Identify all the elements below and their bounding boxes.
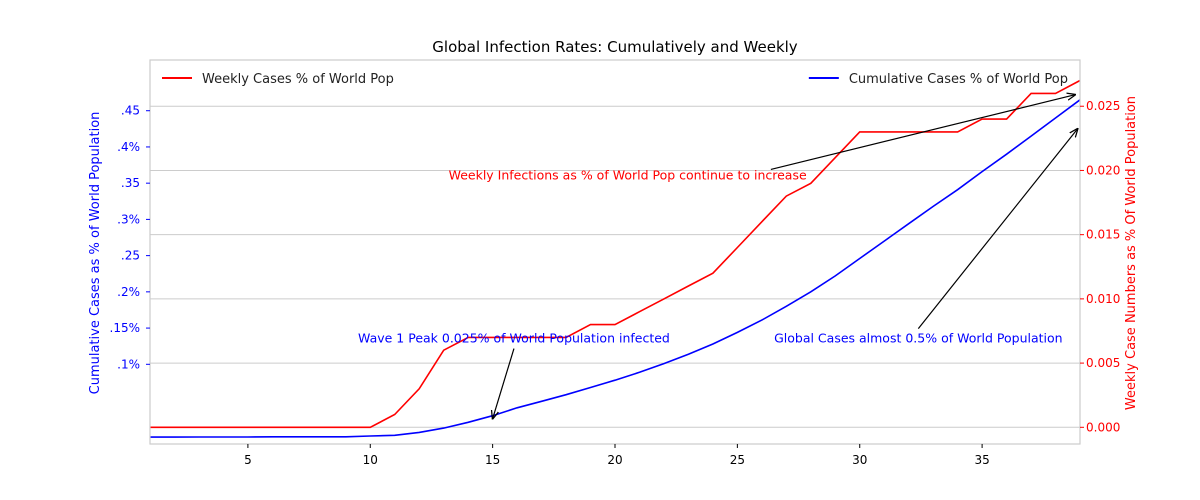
x-tick-label: 25 bbox=[730, 453, 745, 467]
right-axis-label: Weekly Case Numbers as % Of World Popula… bbox=[1124, 96, 1139, 410]
left-tick-label: .15% bbox=[110, 321, 141, 335]
x-tick-label: 35 bbox=[974, 453, 989, 467]
right-tick-label: 0.025 bbox=[1086, 99, 1120, 113]
right-tick-label: 0.000 bbox=[1086, 420, 1120, 434]
annotation-text: Global Cases almost 0.5% of World Popula… bbox=[774, 331, 1062, 346]
series-line-weekly bbox=[150, 79, 1081, 429]
left-tick-label: .25 bbox=[121, 249, 140, 263]
x-tick-label: 30 bbox=[852, 453, 867, 467]
annotation-arrow bbox=[493, 348, 515, 419]
right-tick-label: 0.020 bbox=[1086, 163, 1120, 177]
series-layer bbox=[150, 79, 1081, 438]
x-tick-label: 5 bbox=[244, 453, 252, 467]
grid bbox=[150, 105, 1080, 428]
x-tick-label: 10 bbox=[363, 453, 378, 467]
right-tick-label: 0.005 bbox=[1086, 356, 1120, 370]
axes: 5 10 15 20 25 30 35 .1% .15% .2% .25 .3% .35 .4% .45 0.… bbox=[110, 99, 1121, 467]
left-tick-label: .4% bbox=[117, 140, 140, 154]
chart-title: Global Infection Rates: Cumulatively and… bbox=[432, 38, 798, 56]
x-tick-label: 20 bbox=[607, 453, 622, 467]
x-tick-label: 15 bbox=[485, 453, 500, 467]
left-tick-label: .2% bbox=[117, 285, 140, 299]
plot-frame bbox=[149, 59, 1081, 445]
left-axis-label: Cumulative Cases as % of World Populatio… bbox=[88, 112, 103, 395]
annotation-text: Wave 1 Peak 0.025% of World Population i… bbox=[358, 331, 670, 346]
right-tick-label: 0.015 bbox=[1086, 228, 1120, 242]
annotations: Weekly Infections as % of World Pop cont… bbox=[358, 95, 1078, 419]
legend-label: Weekly Cases % of World Pop bbox=[202, 72, 394, 87]
legend: Weekly Cases % of World Pop Cumulative Ca… bbox=[162, 72, 1068, 87]
left-tick-label: .45 bbox=[121, 104, 140, 118]
left-tick-label: .3% bbox=[117, 212, 140, 226]
annotation-arrow bbox=[770, 95, 1075, 171]
left-tick-label: .35 bbox=[121, 176, 140, 190]
series-line-cumulative bbox=[150, 99, 1081, 438]
right-tick-label: 0.010 bbox=[1086, 292, 1120, 306]
annotation-arrow bbox=[917, 129, 1077, 329]
legend-label: Cumulative Cases % of World Pop bbox=[849, 72, 1068, 87]
annotation-text: Weekly Infections as % of World Pop cont… bbox=[449, 167, 807, 182]
left-tick-label: .1% bbox=[117, 357, 140, 371]
